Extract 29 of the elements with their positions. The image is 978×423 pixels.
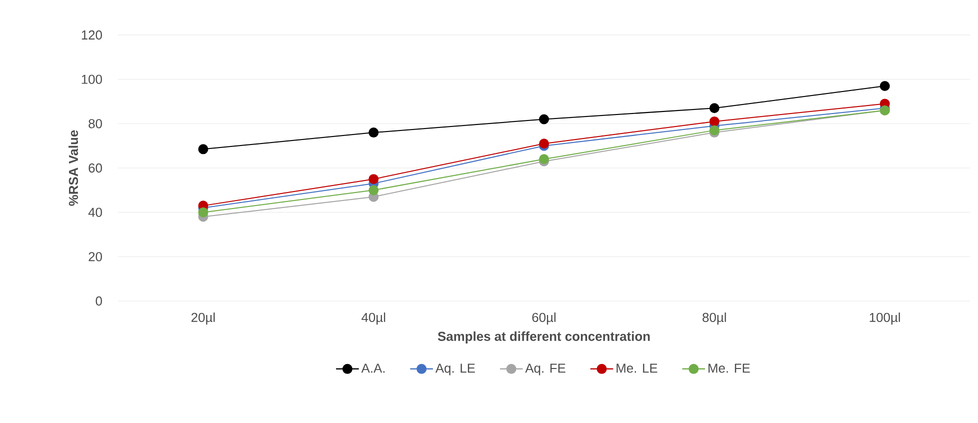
point [880, 80, 890, 91]
y-tick-label: 40 [88, 208, 102, 217]
point [368, 174, 379, 184]
legend-label: Me. LE [616, 364, 658, 373]
x-tick-label: 80µl [702, 312, 726, 325]
x-tick-label: 40µl [362, 312, 386, 325]
point [198, 144, 208, 154]
legend-label: Aq. FE [525, 364, 566, 376]
point [709, 116, 720, 126]
y-tick-label: 0 [96, 296, 102, 306]
point [709, 125, 720, 136]
point [368, 185, 379, 196]
y-tick-label: 100 [82, 74, 102, 84]
point [368, 128, 379, 138]
point [539, 114, 550, 124]
x-tick-label: 20µl [191, 312, 215, 325]
y-tick-label: 80 [88, 119, 102, 128]
y-tick-label: 120 [82, 30, 102, 40]
point [198, 207, 208, 218]
x-axis-title: Samples at different concentration [438, 331, 650, 344]
y-tick-label: 20 [88, 252, 102, 262]
legend-label: Aq. LE [435, 364, 475, 376]
legend-label: A.A. [361, 364, 385, 373]
point [709, 103, 720, 114]
y-axis-title: %RSA Value [68, 130, 78, 206]
legend-label: Me. FE [708, 364, 750, 373]
y-tick-label: 60 [88, 163, 102, 173]
x-tick-label: 60µl [532, 312, 556, 325]
x-tick-label: 100µl [870, 312, 900, 325]
